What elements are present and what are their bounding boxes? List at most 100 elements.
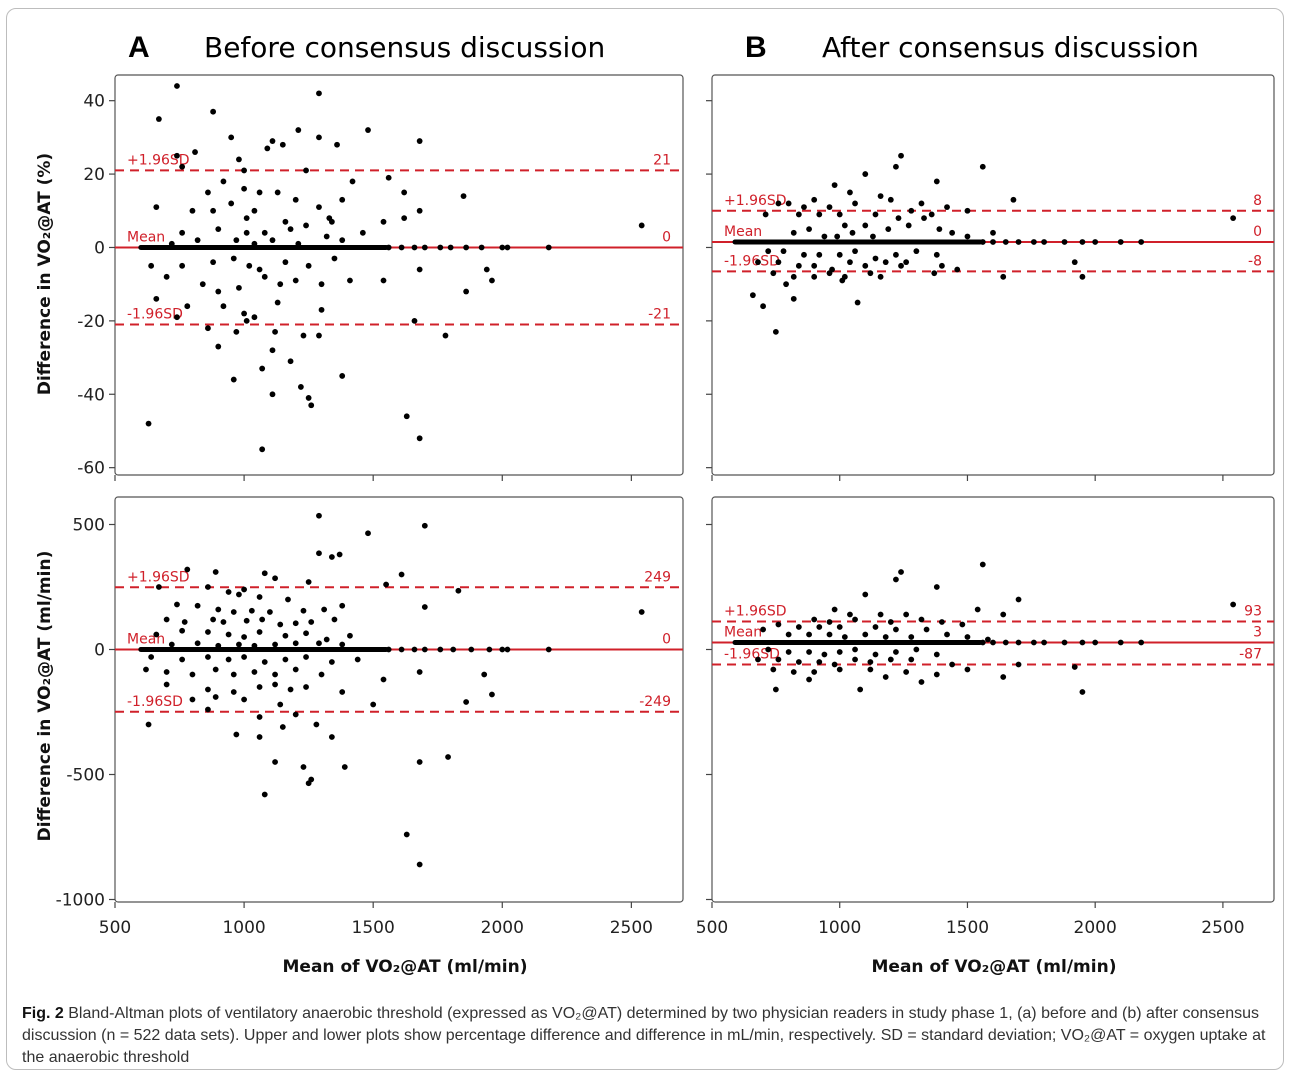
- data-point: [148, 262, 155, 269]
- data-point: [194, 237, 201, 244]
- y-axis-title-top: Difference in VO₂@AT (%): [35, 153, 55, 395]
- data-point: [836, 666, 843, 673]
- data-point: [233, 731, 240, 738]
- data-point: [762, 211, 769, 218]
- x-axis-title-a: Mean of VO₂@AT (ml/min): [283, 957, 528, 977]
- data-point: [877, 611, 884, 618]
- data-point: [638, 609, 645, 615]
- data-point: [811, 196, 818, 203]
- data-point: [421, 522, 428, 529]
- data-point: [882, 674, 889, 680]
- data-point: [205, 686, 211, 693]
- reference-line-value: 8: [1253, 193, 1262, 209]
- data-point: [836, 649, 843, 655]
- data-point: [847, 611, 853, 618]
- data-point: [834, 233, 841, 240]
- data-point: [939, 619, 945, 625]
- data-point: [872, 624, 879, 630]
- data-point: [155, 116, 162, 122]
- data-point: [411, 646, 418, 653]
- data-point: [269, 391, 276, 398]
- data-point: [292, 711, 299, 718]
- data-point: [1000, 674, 1007, 680]
- data-point: [816, 659, 823, 665]
- reference-line-name: +1.96SD: [127, 152, 190, 168]
- data-point: [455, 587, 462, 594]
- data-point: [852, 646, 858, 653]
- data-point: [964, 666, 971, 673]
- data-point: [898, 152, 904, 159]
- data-point: [749, 292, 756, 299]
- data-point: [499, 244, 506, 251]
- data-point: [918, 679, 925, 685]
- data-point: [483, 266, 490, 273]
- y-tick-label: -60: [77, 459, 105, 479]
- data-point: [383, 581, 389, 588]
- data-point: [210, 616, 217, 623]
- data-point: [862, 591, 869, 598]
- data-point: [339, 196, 346, 203]
- data-point: [328, 734, 335, 740]
- data-point: [401, 215, 408, 222]
- reference-line-name: Mean: [724, 625, 762, 641]
- y-axis-title-bottom: Difference in VO₂@AT (ml/min): [35, 551, 55, 842]
- data-point: [918, 616, 925, 623]
- plot-a-percent: -60 -40 -20 0 20 40 +1.96SD 21 Mean 0 -1.96SD -21: [77, 74, 684, 481]
- data-point: [933, 671, 940, 678]
- data-point: [489, 691, 495, 698]
- data-point: [785, 200, 792, 207]
- data-point: [931, 270, 938, 277]
- data-point: [153, 204, 160, 211]
- data-point: [228, 200, 235, 207]
- data-point: [251, 314, 258, 321]
- data-point: [292, 196, 299, 203]
- reference-line-value: 21: [653, 152, 671, 168]
- data-point: [194, 640, 201, 647]
- data-point: [174, 152, 180, 159]
- data-point: [385, 174, 392, 181]
- data-point: [272, 671, 278, 678]
- data-point: [259, 616, 266, 623]
- data-point: [1071, 259, 1078, 266]
- data-point: [248, 607, 255, 614]
- data-point: [261, 570, 268, 577]
- data-point: [261, 659, 268, 665]
- data-point: [230, 255, 237, 262]
- data-point: [826, 270, 833, 277]
- data-point: [297, 384, 304, 390]
- data-point: [867, 659, 874, 665]
- data-point: [893, 163, 899, 170]
- data-point: [292, 620, 299, 627]
- data-point: [872, 211, 879, 218]
- data-point: [236, 591, 242, 598]
- x-tick-label: 1000: [222, 918, 265, 938]
- data-point: [308, 402, 315, 409]
- data-point: [347, 277, 353, 284]
- data-point: [1041, 639, 1047, 646]
- data-point: [887, 619, 894, 625]
- data-point: [230, 671, 237, 678]
- panel-letter-a: A: [128, 31, 150, 64]
- data-point: [179, 163, 186, 170]
- data-point: [831, 606, 838, 613]
- data-point: [765, 646, 772, 653]
- data-point: [212, 694, 219, 700]
- figure-caption: Fig. 2 Bland-Altman plots of ventilatory…: [22, 1003, 1272, 1069]
- data-point: [1079, 689, 1086, 695]
- data-point: [421, 244, 428, 251]
- data-point: [908, 634, 915, 640]
- data-point: [1015, 661, 1022, 668]
- data-point: [416, 861, 423, 868]
- data-point: [215, 343, 222, 350]
- data-point: [292, 277, 299, 284]
- plot-b-percent: +1.96SD 8 Mean 0 -1.96SD -8: [706, 74, 1275, 481]
- data-point: [442, 332, 449, 339]
- data-point: [220, 178, 227, 185]
- data-point: [274, 299, 281, 306]
- data-point: [979, 639, 986, 646]
- data-point: [274, 189, 281, 196]
- data-point: [836, 251, 843, 258]
- data-point: [225, 631, 232, 638]
- data-point: [867, 666, 874, 673]
- data-point: [1117, 239, 1124, 245]
